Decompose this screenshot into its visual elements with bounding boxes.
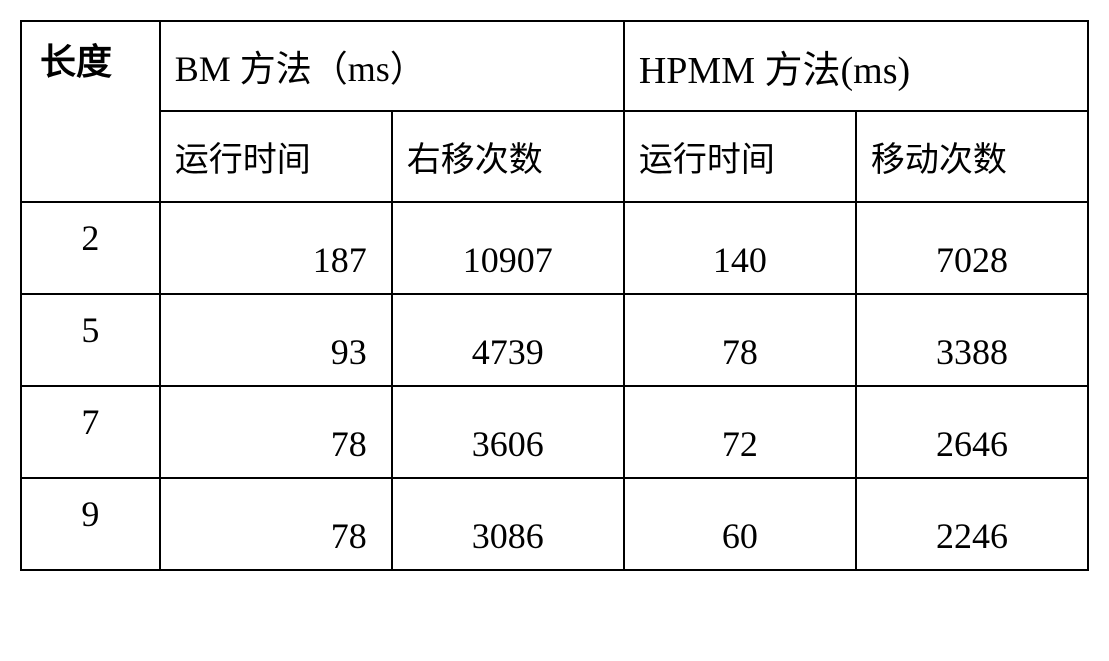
cell-hpmm-shifts: 2646 bbox=[856, 386, 1088, 478]
cell-bm-shifts: 3606 bbox=[392, 386, 624, 478]
table-header-row-2: 运行时间 右移次数 运行时间 移动次数 bbox=[21, 111, 1088, 202]
table-row: 5 93 4739 78 3388 bbox=[21, 294, 1088, 386]
cell-bm-time: 187 bbox=[160, 202, 392, 294]
subheader-hpmm-runtime-text: 运行时间 bbox=[639, 142, 775, 179]
cell-hpmm-time: 72 bbox=[624, 386, 856, 478]
cell-bm-time: 93 bbox=[160, 294, 392, 386]
cell-bm-shifts: 4739 bbox=[392, 294, 624, 386]
cell-bm-shifts: 3086 bbox=[392, 478, 624, 570]
header-length: 长度 bbox=[21, 21, 160, 202]
cell-hpmm-shifts: 7028 bbox=[856, 202, 1088, 294]
subheader-hpmm-shifts: 移动次数 bbox=[856, 111, 1088, 202]
subheader-hpmm-shifts-text: 移动次数 bbox=[871, 142, 1007, 179]
cell-length: 2 bbox=[21, 202, 160, 294]
subheader-bm-shifts: 右移次数 bbox=[392, 111, 624, 202]
cell-bm-time: 78 bbox=[160, 386, 392, 478]
cell-hpmm-time: 78 bbox=[624, 294, 856, 386]
cell-length: 5 bbox=[21, 294, 160, 386]
subheader-bm-shifts-text: 右移次数 bbox=[407, 142, 543, 179]
cell-length: 7 bbox=[21, 386, 160, 478]
subheader-hpmm-runtime: 运行时间 bbox=[624, 111, 856, 202]
comparison-table: 长度 BM 方法（ms） HPMM 方法(ms) 运行时间 右移次数 运行时间 bbox=[20, 20, 1089, 571]
header-bm-method: BM 方法（ms） bbox=[160, 21, 624, 111]
cell-length: 9 bbox=[21, 478, 160, 570]
cell-bm-shifts: 10907 bbox=[392, 202, 624, 294]
table-row: 2 187 10907 140 7028 bbox=[21, 202, 1088, 294]
header-bm-text: BM 方法（ms） bbox=[175, 49, 426, 89]
table-body: 2 187 10907 140 7028 5 93 4739 78 3388 7… bbox=[21, 202, 1088, 570]
header-hpmm-method: HPMM 方法(ms) bbox=[624, 21, 1088, 111]
table-row: 7 78 3606 72 2646 bbox=[21, 386, 1088, 478]
data-table: 长度 BM 方法（ms） HPMM 方法(ms) 运行时间 右移次数 运行时间 bbox=[20, 20, 1089, 571]
cell-hpmm-time: 60 bbox=[624, 478, 856, 570]
header-hpmm-text: HPMM 方法(ms) bbox=[639, 50, 910, 92]
subheader-bm-runtime-text: 运行时间 bbox=[175, 142, 311, 179]
cell-bm-time: 78 bbox=[160, 478, 392, 570]
table-header-row-1: 长度 BM 方法（ms） HPMM 方法(ms) bbox=[21, 21, 1088, 111]
subheader-bm-runtime: 运行时间 bbox=[160, 111, 392, 202]
cell-hpmm-shifts: 3388 bbox=[856, 294, 1088, 386]
table-row: 9 78 3086 60 2246 bbox=[21, 478, 1088, 570]
cell-hpmm-shifts: 2246 bbox=[856, 478, 1088, 570]
cell-hpmm-time: 140 bbox=[624, 202, 856, 294]
header-length-text: 长度 bbox=[40, 42, 112, 82]
